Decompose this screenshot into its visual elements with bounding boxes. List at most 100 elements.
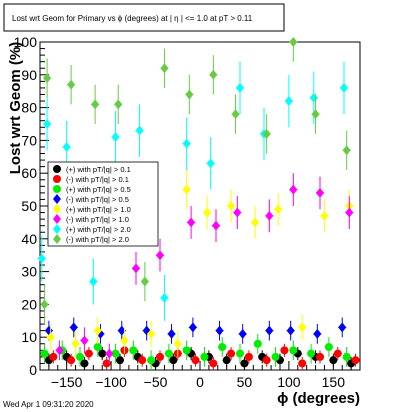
legend-marker: [53, 165, 61, 173]
data-point: [63, 142, 71, 152]
data-point: [80, 359, 88, 367]
data-point: [72, 339, 80, 349]
data-point: [352, 356, 360, 364]
data-point: [343, 145, 351, 155]
x-axis-label: ϕ (degrees): [277, 390, 360, 407]
data-point: [251, 217, 259, 227]
x-tick-label: −150: [51, 374, 83, 390]
y-axis-label: Lost wrt Geom (%): [7, 42, 24, 175]
data-point: [114, 99, 122, 109]
data-point: [216, 326, 224, 336]
data-point: [209, 359, 217, 367]
data-point: [76, 353, 84, 361]
x-tick-label: 50: [237, 374, 253, 390]
legend-label: (+) with pT/|q| > 0.1: [66, 165, 131, 174]
data-point: [236, 350, 244, 358]
data-point: [307, 350, 315, 358]
data-point: [156, 250, 164, 260]
data-point: [310, 93, 318, 103]
data-point: [289, 346, 297, 354]
data-point: [160, 63, 168, 73]
data-point: [49, 353, 57, 361]
data-point: [287, 326, 295, 336]
x-tick-label: 100: [277, 374, 301, 390]
data-point: [169, 356, 177, 364]
x-tick-label: −50: [144, 374, 168, 390]
y-tick-label: 30: [21, 264, 37, 280]
data-point: [200, 353, 208, 361]
data-point: [207, 158, 215, 168]
legend-label: (-) with pT/|q| > 0.5: [66, 195, 129, 204]
data-point: [136, 126, 144, 136]
legend-marker: [53, 175, 61, 183]
data-point: [329, 356, 337, 364]
data-point: [183, 185, 191, 195]
data-point: [325, 343, 333, 351]
data-point: [112, 132, 120, 142]
x-tick-label: 0: [196, 374, 204, 390]
data-point: [80, 335, 88, 345]
data-point: [40, 350, 48, 358]
data-point: [289, 37, 297, 47]
data-point: [232, 109, 240, 119]
data-point: [245, 353, 253, 361]
data-point: [67, 356, 75, 364]
x-tick-label: −100: [95, 374, 127, 390]
data-point: [203, 208, 211, 218]
data-point: [94, 343, 102, 351]
legend-label: (-) with pT/|q| > 2.0: [66, 235, 129, 244]
data-point: [239, 329, 247, 339]
data-point: [183, 139, 191, 149]
data-point: [298, 322, 306, 332]
data-point: [67, 80, 75, 90]
y-tick-label: 0: [29, 362, 37, 378]
y-tick-label: 50: [21, 198, 37, 214]
data-point: [132, 263, 140, 273]
data-point: [280, 346, 288, 354]
data-point: [192, 356, 200, 364]
data-point: [209, 70, 217, 80]
chart-title: Lost wrt Geom for Primary vs ϕ (degrees)…: [12, 14, 253, 23]
y-tick-label: 10: [21, 329, 37, 345]
data-point: [285, 96, 293, 106]
data-point: [156, 353, 164, 361]
data-point: [168, 329, 176, 339]
data-point: [89, 276, 97, 286]
data-point: [265, 326, 273, 336]
x-axis: −150 −100 −50 0 50 100 150: [40, 361, 360, 390]
data-point: [40, 299, 48, 309]
data-point: [138, 356, 146, 364]
data-point: [227, 201, 235, 211]
data-point: [147, 356, 155, 364]
data-point: [218, 343, 226, 351]
data-point: [272, 353, 280, 361]
data-point: [316, 188, 324, 198]
data-point: [129, 346, 137, 354]
data-point: [320, 211, 328, 221]
data-point: [263, 356, 271, 364]
data-point: [274, 204, 282, 214]
data-point: [116, 356, 124, 364]
data-point: [338, 322, 346, 332]
data-point: [334, 350, 342, 358]
data-point: [345, 208, 353, 218]
data-point: [340, 83, 348, 93]
data-point: [189, 322, 197, 332]
legend-label: (-) with pT/|q| > 0.1: [66, 175, 129, 184]
legend-marker: [53, 185, 61, 193]
legend-label: (-) with pT/|q| > 1.0: [66, 215, 129, 224]
x-tick-label: 150: [322, 374, 346, 390]
data-point: [165, 350, 173, 358]
data-point: [313, 329, 321, 339]
data-point: [316, 353, 324, 361]
y-tick-label: 20: [21, 296, 37, 312]
data-point: [240, 359, 248, 367]
data-point: [187, 217, 195, 227]
data-point: [298, 359, 306, 367]
data-point: [254, 340, 262, 348]
legend: (+) with pT/|q| > 0.1(-) with pT/|q| > 0…: [48, 162, 158, 246]
data-point: [160, 293, 168, 303]
data-point: [265, 211, 273, 221]
data-point: [227, 350, 235, 358]
